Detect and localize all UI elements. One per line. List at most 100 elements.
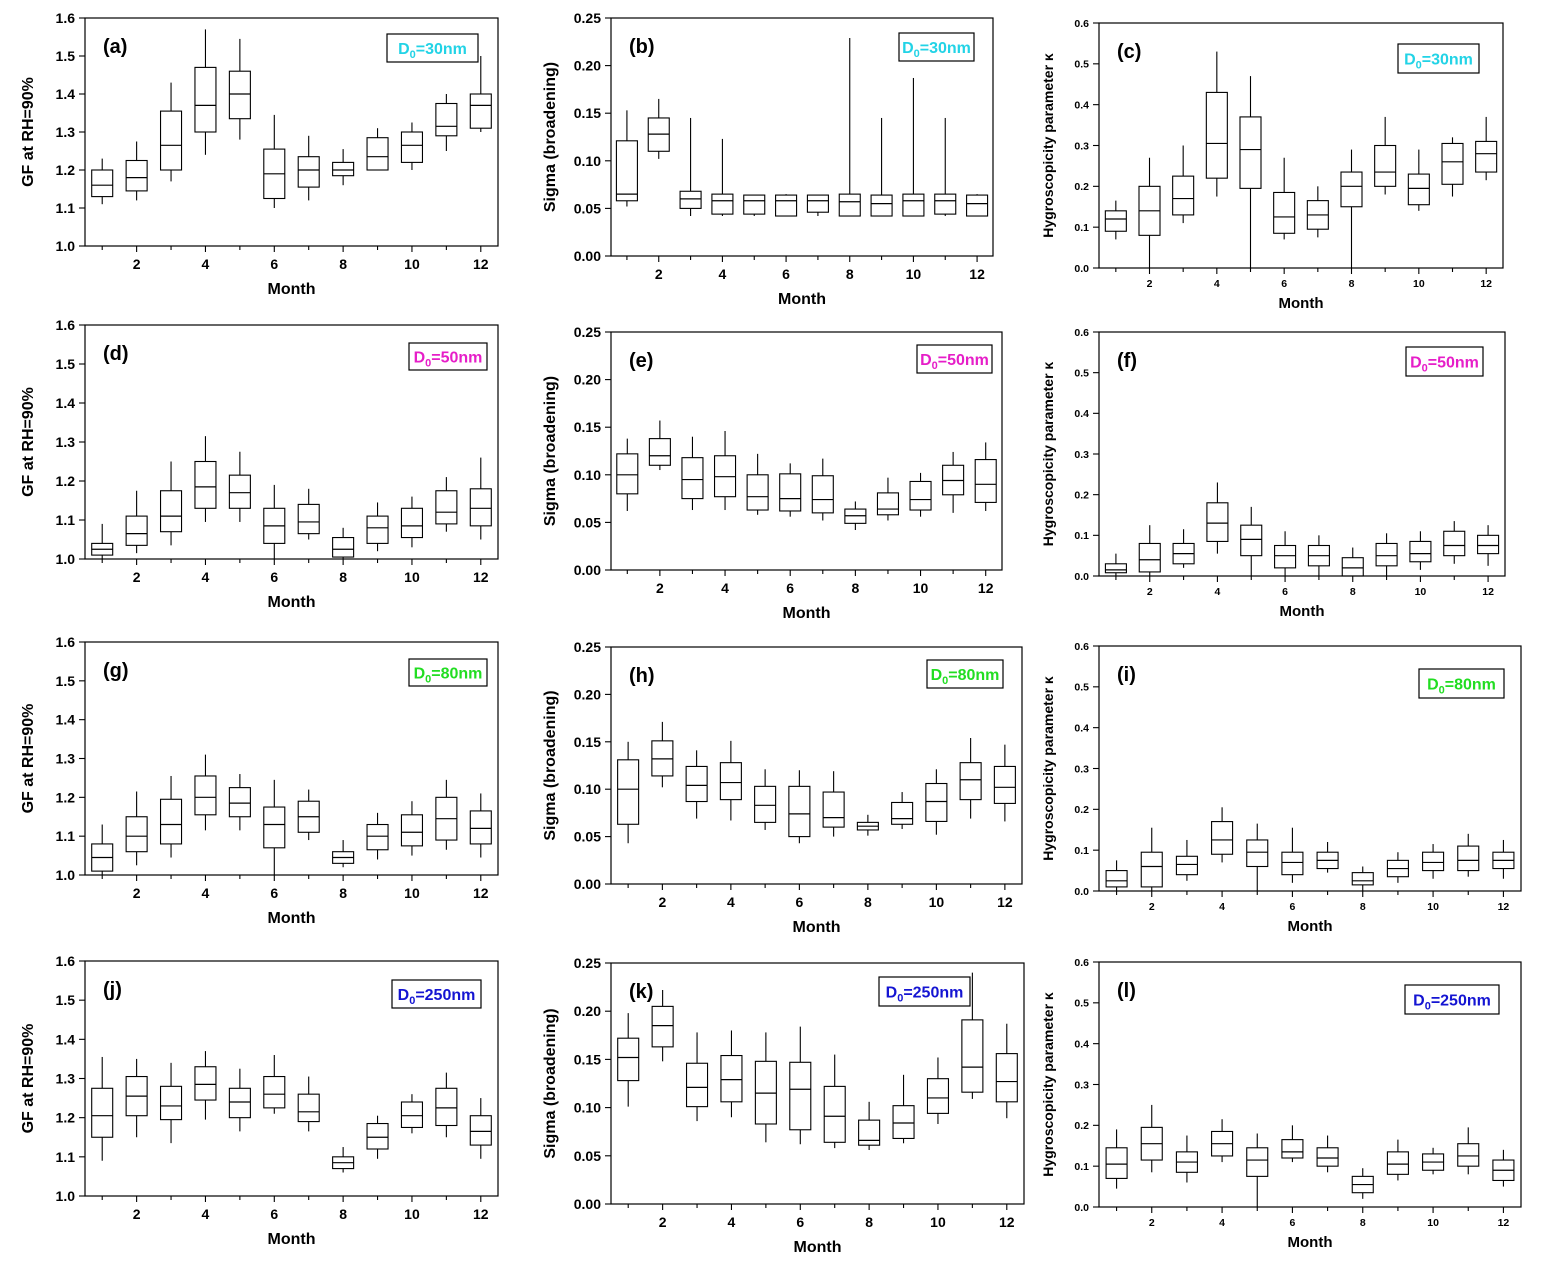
iqr-box [125, 515, 148, 546]
iqr-box [754, 785, 777, 823]
iqr-box [1105, 870, 1128, 888]
iqr-box [469, 93, 492, 129]
x-tick-label: 10 [906, 266, 922, 282]
box-month-6 [788, 770, 811, 844]
box-month-12 [966, 194, 989, 217]
y-tick-label: 0.20 [574, 372, 601, 388]
iqr-box [1206, 502, 1229, 542]
diameter-label: D0=50nm [1405, 346, 1484, 377]
x-axis-title: Month [268, 594, 316, 611]
y-tick-label: 0.15 [574, 734, 601, 750]
iqr-box [1281, 1139, 1304, 1159]
x-tick-label: 6 [1289, 901, 1295, 913]
diameter-label-text: D0=50nm [414, 350, 483, 370]
y-tick-label: 0.00 [574, 1196, 601, 1212]
x-tick-label: 6 [270, 569, 278, 585]
y-tick-label: 0.10 [574, 153, 601, 169]
y-tick-label: 0.1 [1074, 845, 1089, 857]
box-month-7 [811, 458, 834, 521]
x-tick-label: 2 [1149, 901, 1155, 913]
box-month-11 [1457, 1127, 1480, 1175]
y-tick-label: 0.00 [574, 562, 601, 578]
box-month-1 [91, 523, 114, 559]
box-month-10 [1422, 844, 1445, 879]
diameter-label-box [408, 342, 488, 371]
panel-letter: (l) [1117, 980, 1136, 1002]
box-month-1 [1104, 200, 1127, 240]
box-month-2 [1138, 525, 1161, 576]
iqr-box [1407, 173, 1430, 206]
panel-f: 0.0 0.1 0.2 0.3 0.4 0.5 0.6 2 4 6 8 10 12 Month Hygros… [1040, 327, 1506, 620]
x-tick-label: 6 [795, 894, 803, 910]
x-tick-label: 4 [727, 894, 735, 910]
iqr-box [617, 1037, 640, 1082]
y-tick-label: 1.6 [56, 10, 76, 26]
x-axis-title: Month [793, 919, 841, 936]
panel-h: 0.00 0.05 0.10 0.15 0.20 0.25 2 4 6 8 10 12 Month Sig… [542, 639, 1023, 936]
iqr-box [823, 1085, 846, 1143]
x-tick-label: 12 [473, 256, 489, 272]
x-tick-label: 4 [1219, 901, 1225, 913]
box-month-2 [651, 989, 674, 1062]
box-month-10 [1422, 1147, 1445, 1175]
diameter-label: D0=30nm [1397, 43, 1480, 74]
y-tick-label: 0.00 [574, 248, 601, 264]
iqr-box [1104, 210, 1127, 232]
y-tick-label: 0.20 [574, 1003, 601, 1019]
diameter-label-box [898, 32, 975, 62]
x-tick-label: 8 [1360, 1217, 1366, 1229]
x-tick-label: 2 [133, 885, 141, 901]
iqr-box [870, 194, 893, 217]
box-month-6 [1274, 531, 1297, 576]
box-month-10 [925, 769, 948, 835]
x-tick-label: 12 [969, 266, 985, 282]
x-tick-label: 2 [1149, 1217, 1155, 1229]
x-tick-label: 2 [1147, 278, 1153, 290]
box-month-9 [366, 812, 389, 860]
box-month-9 [1375, 533, 1398, 576]
box-month-2 [1138, 157, 1161, 268]
diameter-label-box [386, 33, 479, 63]
box-month-11 [934, 117, 957, 217]
panel-letter: (c) [1117, 41, 1141, 63]
diameter-label-box [916, 344, 993, 374]
iqr-box [876, 492, 900, 516]
iqr-box [400, 1101, 424, 1129]
x-tick-label: 8 [339, 885, 347, 901]
y-tick-label: 0.0 [1074, 886, 1089, 898]
iqr-box [159, 110, 183, 171]
x-tick-label: 10 [929, 894, 945, 910]
iqr-box [159, 1085, 183, 1121]
box-month-8 [844, 501, 867, 531]
y-tick-label: 0.5 [1074, 59, 1089, 71]
x-tick-label: 8 [865, 1214, 873, 1230]
iqr-box [332, 161, 355, 177]
iqr-box [891, 801, 914, 825]
y-axis-title: GF at RH=90% [20, 704, 37, 814]
x-tick-label: 8 [864, 894, 872, 910]
y-tick-label: 0.1 [1074, 530, 1089, 542]
box-month-4 [1206, 482, 1229, 554]
box-month-8 [1351, 1168, 1374, 1199]
iqr-box [711, 193, 734, 215]
box-month-2 [125, 791, 148, 866]
x-tick-label: 6 [270, 256, 278, 272]
x-tick-label: 4 [1219, 1217, 1225, 1229]
x-tick-label: 12 [473, 569, 489, 585]
x-tick-label: 10 [913, 580, 929, 596]
diameter-label-box [1418, 668, 1505, 699]
iqr-box [1273, 191, 1296, 234]
iqr-box [435, 1087, 458, 1127]
diameter-label-text: D0=80nm [931, 667, 1000, 687]
y-tick-label: 1.6 [56, 634, 76, 650]
box-month-11 [435, 1072, 458, 1138]
box-month-7 [297, 135, 320, 201]
iqr-box [1457, 845, 1480, 872]
iqr-box [297, 503, 320, 535]
panel-e: 0.00 0.05 0.10 0.15 0.20 0.25 2 4 6 8 10 12 Month Sig… [542, 324, 1003, 622]
box-month-6 [1273, 157, 1296, 240]
iqr-box [263, 1075, 286, 1109]
box-month-7 [297, 789, 320, 841]
iqr-box [1422, 851, 1445, 872]
panel-i: 0.0 0.1 0.2 0.3 0.4 0.5 0.6 2 4 6 8 10 12 Month Hygros… [1040, 641, 1522, 935]
